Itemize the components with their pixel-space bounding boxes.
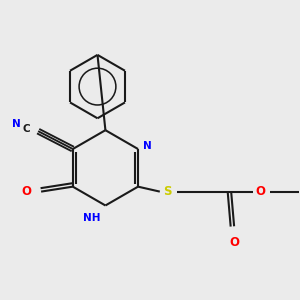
- Text: S: S: [164, 185, 172, 198]
- Text: NH: NH: [83, 213, 100, 224]
- Text: O: O: [21, 185, 31, 198]
- Text: C: C: [22, 124, 30, 134]
- Text: O: O: [256, 185, 266, 198]
- Text: N: N: [143, 141, 152, 151]
- Text: O: O: [229, 236, 239, 249]
- Text: N: N: [12, 119, 20, 129]
